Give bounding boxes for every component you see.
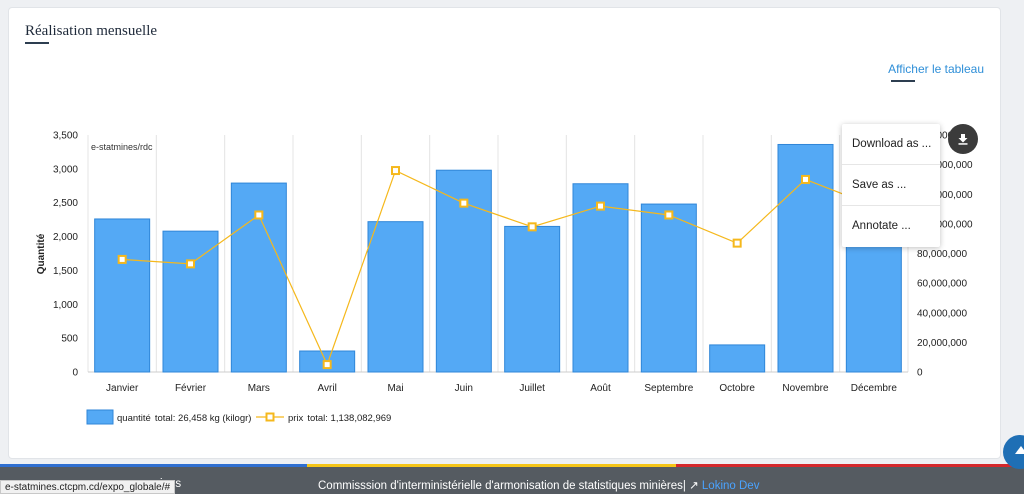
line-point bbox=[527, 222, 537, 232]
x-tick-label: Février bbox=[175, 383, 207, 394]
source-label: e-statmines/rdc bbox=[91, 142, 153, 152]
right-axis: 0 20,000,000 40,000,000 60,000,000 80,000,00… bbox=[917, 131, 973, 379]
y-tick-label: 2,500 bbox=[53, 198, 78, 209]
legend-quantite-label: quantité bbox=[117, 413, 151, 424]
y2-tick-label: 40,000,000 bbox=[917, 308, 967, 319]
flag-stripe bbox=[0, 464, 1024, 467]
line-point bbox=[596, 201, 605, 211]
export-menu: Download as ... Save as ... Annotate ... bbox=[842, 124, 940, 247]
x-tick-label: Juillet bbox=[519, 383, 545, 394]
line-point bbox=[254, 210, 264, 220]
left-axis: 0 500 1,000 1,500 2,000 2,500 3,000 3,500 bbox=[53, 131, 78, 379]
download-icon bbox=[958, 134, 968, 145]
x-axis: Janvier Février Mars Avril Mai Juin Juillet Aoû… bbox=[106, 383, 897, 394]
y-tick-label: 2,000 bbox=[53, 232, 78, 243]
legend-quantite-total: total: 26,458 kg (kilogr) bbox=[155, 413, 252, 424]
legend-bar-swatch bbox=[86, 409, 114, 425]
line-point bbox=[801, 174, 810, 184]
external-link-icon: ↗ bbox=[689, 480, 699, 492]
line-point bbox=[664, 210, 674, 220]
scroll-top-button[interactable] bbox=[1003, 435, 1024, 469]
y2-tick-label: 160,000,000 bbox=[917, 131, 973, 142]
x-tick-label: Novembre bbox=[782, 383, 829, 394]
line-point bbox=[322, 360, 332, 370]
footer-text: Commisssion d'interministérielle d'armon… bbox=[318, 478, 759, 492]
y2-tick-label: 60,000,000 bbox=[917, 279, 967, 290]
bar bbox=[709, 344, 766, 373]
y2-tick-label: 100,000,000 bbox=[917, 219, 973, 230]
x-tick-label: Juin bbox=[455, 383, 473, 394]
x-tick-label: Décembre bbox=[851, 383, 898, 394]
grid-lines bbox=[87, 135, 909, 373]
y-tick-label: 1,000 bbox=[53, 300, 78, 311]
legend-prix-total: total: 1,138,082,969 bbox=[307, 413, 391, 424]
price-line bbox=[122, 169, 875, 367]
legend-quantite: quantité total: 26,458 kg (kilogr) bbox=[117, 413, 251, 424]
y-tick-label: 500 bbox=[61, 334, 78, 345]
y2-tick-label: 0 bbox=[917, 368, 923, 379]
line-point bbox=[391, 166, 400, 176]
legend-prix-label: prix bbox=[288, 413, 304, 424]
title-underline bbox=[25, 42, 49, 44]
y-tick-label: 3,500 bbox=[53, 131, 78, 142]
download-menu-item[interactable]: Download as ... bbox=[842, 124, 940, 165]
y-axis-label: Quantité bbox=[36, 233, 47, 274]
bar bbox=[94, 218, 151, 373]
download-button[interactable] bbox=[948, 124, 978, 154]
status-url: e-statmines.ctcpm.cd/expo_globale/# bbox=[0, 480, 176, 494]
show-table-link[interactable]: Afficher le tableau bbox=[888, 62, 984, 76]
line-point bbox=[459, 198, 469, 208]
bar bbox=[640, 203, 697, 373]
legend-prix: prix total: 1,138,082,969 bbox=[288, 413, 391, 424]
y-tick-label: 0 bbox=[72, 368, 78, 379]
y2-tick-label: 140,000,000 bbox=[917, 160, 973, 171]
x-tick-label: Mai bbox=[387, 383, 403, 394]
line-point bbox=[186, 259, 195, 269]
annotate-menu-item[interactable]: Annotate ... bbox=[852, 220, 911, 232]
footer-credit: Commisssion d'interministérielle d'armon… bbox=[318, 480, 686, 492]
bar bbox=[845, 236, 902, 373]
footer-dev-link[interactable]: Lokino Dev bbox=[701, 480, 760, 492]
line-series bbox=[117, 166, 879, 370]
toggle-underline bbox=[891, 80, 915, 82]
bar bbox=[504, 225, 561, 373]
x-tick-label: Mars bbox=[248, 383, 270, 394]
x-tick-label: Octobre bbox=[719, 383, 755, 394]
card-title: Réalisation mensuelle bbox=[25, 23, 158, 39]
x-tick-label: Janvier bbox=[106, 383, 139, 394]
y-tick-label: 1,500 bbox=[53, 266, 78, 277]
x-tick-label: Septembre bbox=[644, 383, 693, 394]
line-point bbox=[117, 254, 127, 264]
y-tick-label: 3,000 bbox=[53, 164, 78, 175]
y2-tick-label: 120,000,000 bbox=[917, 190, 973, 201]
legend-line-marker bbox=[265, 412, 275, 422]
bar-series bbox=[94, 143, 902, 373]
x-tick-label: Août bbox=[590, 383, 611, 394]
bar bbox=[572, 183, 629, 373]
y2-tick-label: 80,000,000 bbox=[917, 249, 967, 260]
bar bbox=[367, 221, 424, 373]
x-tick-label: Avril bbox=[318, 383, 337, 394]
save-as-menu-item[interactable]: Save as ... bbox=[842, 165, 940, 206]
legend: quantité total: 26,458 kg (kilogr) prix tot… bbox=[86, 409, 391, 425]
line-point bbox=[732, 238, 742, 248]
y2-tick-label: 20,000,000 bbox=[917, 338, 967, 349]
bar bbox=[162, 230, 219, 373]
